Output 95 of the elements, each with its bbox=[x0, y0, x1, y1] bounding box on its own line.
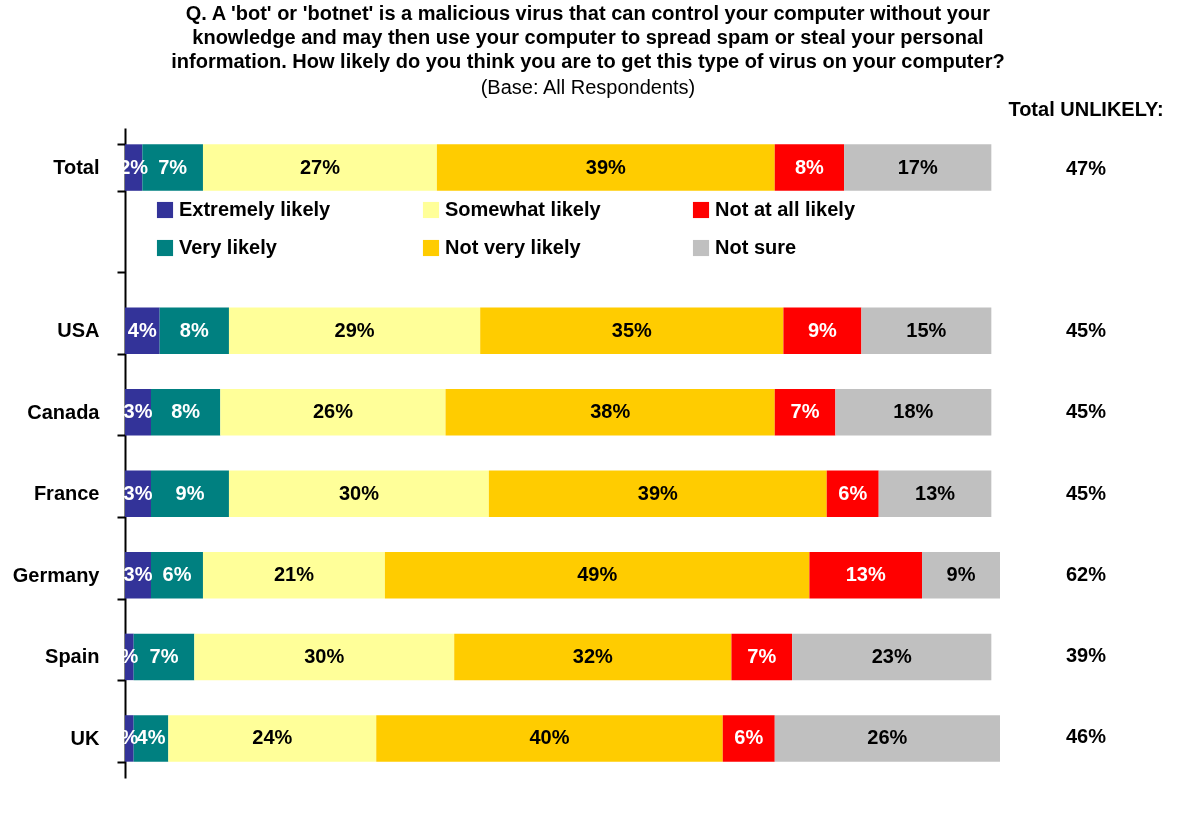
legend-label: Not sure bbox=[715, 236, 797, 258]
text: information. How likely do you think you are to get this type of virus on your computer? bbox=[171, 50, 1005, 72]
y-tick-label: Canada bbox=[27, 400, 101, 423]
bar bbox=[844, 144, 992, 191]
text: Q. A 'bot' or 'botnet' is a malicious virus that can control your computer without your bbox=[185, 2, 991, 24]
y-tick-label: Spain bbox=[45, 645, 100, 668]
bar bbox=[202, 552, 385, 599]
legend-label: Very likely bbox=[179, 236, 278, 258]
data-label: 7% bbox=[747, 644, 777, 667]
bar bbox=[150, 388, 221, 436]
bar bbox=[150, 552, 203, 599]
text: 62% bbox=[1065, 562, 1107, 585]
data-label: 32% bbox=[572, 644, 614, 667]
bar bbox=[202, 144, 437, 191]
data-label: 17% bbox=[897, 155, 938, 178]
legend-label: Extremely likely bbox=[179, 198, 332, 220]
data-label: 39% bbox=[637, 481, 679, 504]
y-tick-label: USA bbox=[57, 319, 100, 342]
text: 46% bbox=[1065, 725, 1107, 748]
data-label: 3% bbox=[123, 481, 153, 504]
bar bbox=[861, 307, 992, 354]
y-tick-label: Germany bbox=[12, 563, 101, 586]
data-label: 24% bbox=[252, 726, 293, 749]
data-label: 8% bbox=[794, 155, 825, 178]
legend-label: Not at all likely bbox=[715, 198, 856, 220]
data-label: 6% bbox=[162, 563, 192, 586]
text: Total UNLIKELY: bbox=[1008, 98, 1164, 120]
bar bbox=[835, 388, 992, 436]
bar bbox=[783, 307, 862, 354]
bar bbox=[194, 633, 455, 681]
data-label: 39% bbox=[585, 155, 627, 178]
data-label: 26% bbox=[312, 400, 354, 423]
bar bbox=[384, 552, 810, 599]
text: 45% bbox=[1065, 319, 1107, 342]
data-label: 7% bbox=[158, 155, 188, 178]
data-label: 8% bbox=[171, 400, 201, 423]
bar bbox=[488, 470, 827, 518]
bar bbox=[159, 307, 229, 354]
data-label: 23% bbox=[871, 644, 912, 667]
y-tick-label: UK bbox=[70, 726, 101, 749]
data-label: 4% bbox=[127, 318, 157, 341]
text: 39% bbox=[1065, 644, 1107, 667]
data-label: 3% bbox=[123, 400, 153, 423]
data-label: 38% bbox=[590, 400, 631, 423]
bar bbox=[774, 144, 845, 191]
bar bbox=[722, 715, 775, 762]
data-label: 7% bbox=[149, 644, 179, 667]
bar bbox=[878, 470, 992, 518]
bar bbox=[731, 633, 793, 681]
data-label: 9% bbox=[807, 318, 838, 341]
y-tick-label: France bbox=[33, 482, 100, 505]
data-label: 7% bbox=[790, 400, 820, 423]
data-label: 13% bbox=[915, 481, 956, 504]
bar bbox=[436, 144, 775, 191]
bar bbox=[168, 715, 377, 762]
legend-label: Somewhat likely bbox=[445, 198, 602, 220]
y-tick-label: Total bbox=[53, 156, 100, 179]
bar bbox=[454, 633, 732, 681]
text: 45% bbox=[1065, 400, 1107, 423]
bar bbox=[150, 470, 229, 518]
bar bbox=[228, 307, 481, 354]
data-label: 6% bbox=[734, 726, 764, 749]
bar bbox=[809, 552, 923, 599]
data-label: 9% bbox=[946, 563, 976, 586]
data-label: 4% bbox=[136, 726, 166, 749]
data-label: 30% bbox=[338, 481, 380, 504]
text: knowledge and may then use your computer to spread spam or steal your personal bbox=[192, 26, 984, 48]
data-label: 30% bbox=[304, 644, 345, 667]
data-label: 21% bbox=[273, 563, 315, 586]
text: 47% bbox=[1065, 156, 1107, 179]
bar bbox=[376, 715, 723, 762]
data-label: 13% bbox=[845, 563, 886, 586]
data-label: 49% bbox=[577, 563, 618, 586]
data-label: 35% bbox=[611, 318, 653, 341]
data-label: 18% bbox=[893, 400, 934, 423]
chart-subtitle: (Base: All Respondents) bbox=[480, 76, 696, 98]
data-label: 6% bbox=[838, 481, 868, 504]
bar bbox=[922, 552, 1000, 599]
data-label: 26% bbox=[867, 726, 908, 749]
bar bbox=[480, 307, 784, 354]
data-label: 27% bbox=[299, 155, 341, 178]
bar bbox=[445, 388, 775, 436]
data-label: 15% bbox=[906, 318, 947, 341]
bar bbox=[792, 633, 992, 681]
data-label: 29% bbox=[334, 318, 375, 341]
legend-label: Not very likely bbox=[445, 236, 582, 258]
bar bbox=[774, 715, 1000, 762]
data-label: 9% bbox=[175, 481, 205, 504]
data-label: 8% bbox=[179, 318, 209, 341]
data-label: 40% bbox=[529, 726, 570, 749]
bar bbox=[228, 470, 489, 518]
bar bbox=[220, 388, 446, 436]
bar bbox=[774, 388, 836, 436]
text: 45% bbox=[1065, 481, 1107, 504]
data-label: 3% bbox=[123, 563, 153, 586]
